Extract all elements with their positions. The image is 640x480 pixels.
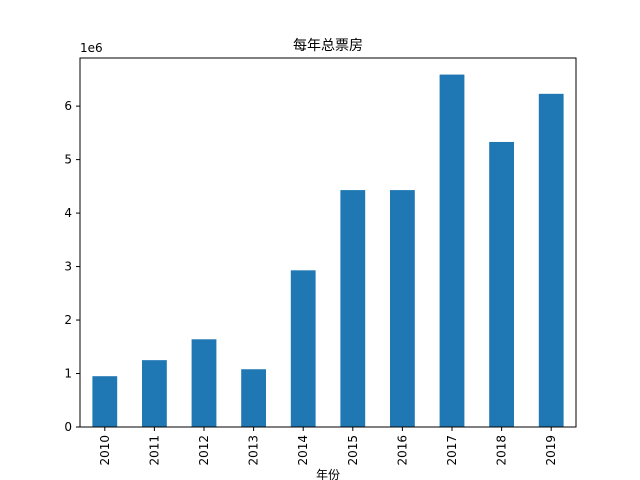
bars-group <box>92 74 564 427</box>
x-tick-label-2019: 2019 <box>544 435 558 466</box>
x-axis-ticks: 2010 2011 2012 2013 2014 2015 2016 2017 2018 2019 <box>98 427 558 466</box>
bar-2016 <box>390 190 415 427</box>
y-tick-label-3: 3 <box>64 260 72 274</box>
bar-2013 <box>241 369 266 427</box>
x-tick-label-2012: 2012 <box>197 435 211 466</box>
bar-2015 <box>340 190 366 427</box>
x-tick-label-2016: 2016 <box>395 435 409 466</box>
y-axis-offset-label: 1e6 <box>80 41 103 55</box>
plot-frame <box>79 57 577 428</box>
x-tick-label-2011: 2011 <box>147 435 161 466</box>
y-tick-label-0: 0 <box>64 420 72 434</box>
y-tick-label-4: 4 <box>64 206 72 220</box>
bar-2017 <box>439 74 465 427</box>
bar-2018 <box>489 141 514 427</box>
x-axis-label: 年份 <box>316 468 340 480</box>
x-tick-label-2013: 2013 <box>247 435 261 466</box>
x-tick-label-2018: 2018 <box>495 435 509 466</box>
bar-2011 <box>142 360 167 427</box>
x-tick-label-2014: 2014 <box>296 435 310 466</box>
y-tick-label-6: 6 <box>64 99 72 113</box>
y-tick-label-1: 1 <box>64 367 72 381</box>
x-tick-label-2015: 2015 <box>346 435 360 466</box>
y-tick-label-5: 5 <box>64 153 72 167</box>
bar-2010 <box>92 376 118 427</box>
bar-2012 <box>191 339 217 427</box>
x-tick-label-2010: 2010 <box>98 435 112 466</box>
chart-title: 每年总票房 <box>293 38 363 54</box>
x-tick-label-2017: 2017 <box>445 435 459 466</box>
bar-2014 <box>290 270 316 427</box>
y-axis-ticks: 0 1 2 3 4 5 6 <box>64 99 80 434</box>
y-tick-label-2: 2 <box>64 313 72 327</box>
bar-2019 <box>538 93 564 427</box>
